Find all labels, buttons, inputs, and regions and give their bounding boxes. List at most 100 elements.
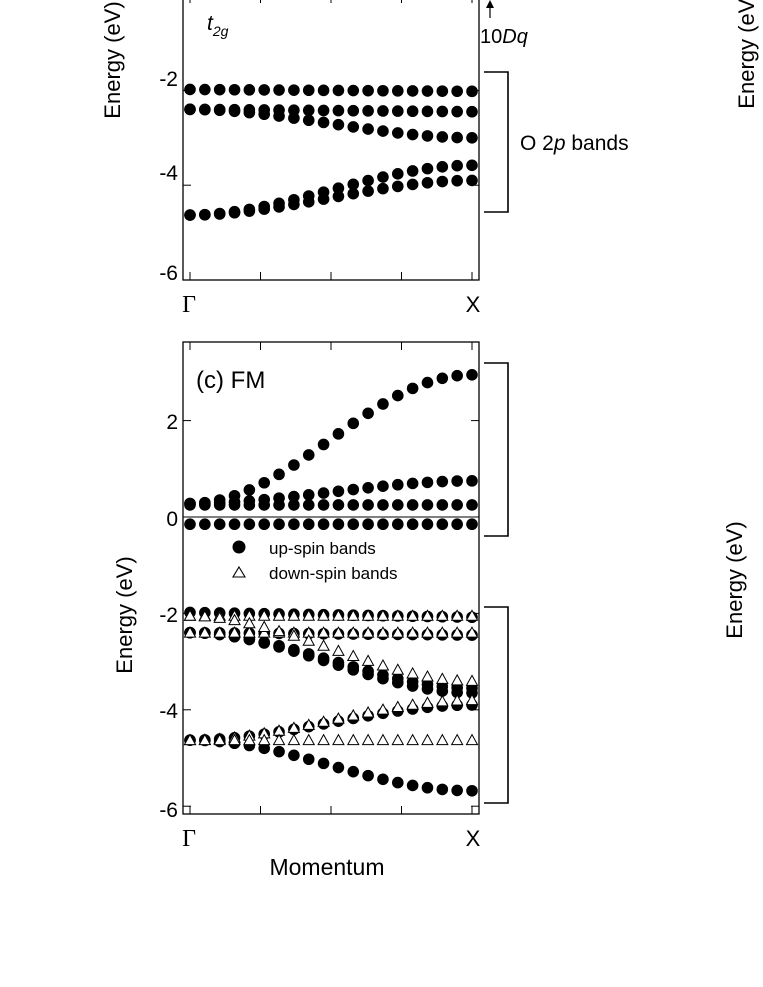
up-spin-point [451,105,463,118]
x-tick-label-gamma: Γ [182,292,196,318]
down-spin-point [406,626,419,638]
down-spin-point [435,694,449,707]
legend-down-marker [232,565,246,578]
down-spin-point [435,609,449,621]
down-spin-point [465,626,479,638]
dq-arrow [486,0,494,18]
up-spin-point [243,518,256,531]
up-spin-point [288,112,300,124]
up-spin-point [406,105,419,118]
up-spin-point [451,784,463,797]
up-spin-point [302,518,315,531]
up-spin-point [273,84,285,96]
up-spin-point [332,499,345,511]
up-spin-point [347,121,360,133]
up-spin-point [436,783,449,796]
down-spin-point [361,626,375,638]
up-spin-point [302,649,315,662]
up-spin-point [317,499,330,511]
up-spin-point [302,104,315,117]
up-spin-point [377,672,389,685]
up-spin-point [391,168,404,180]
down-spin-point [406,666,419,679]
legend-up-marker [232,540,246,554]
up-spin-point [302,114,315,127]
up-spin-point [317,487,330,499]
up-spin-point [258,518,271,531]
up-spin-point [391,518,404,531]
up-spin-point [421,683,434,695]
up-spin-point [377,480,389,493]
up-spin-point [184,499,196,511]
down-spin-point [198,733,212,746]
up-spin-point [391,499,404,511]
up-spin-point [362,482,374,494]
up-spin-point [391,85,404,97]
up-spin-point [451,499,463,511]
up-spin-point [377,125,389,137]
legend-down-label: down-spin bands [269,564,398,583]
up-spin-point [243,499,256,511]
down-spin-point [228,626,241,638]
up-spin-point [347,483,360,496]
up-spin-point [391,180,404,193]
up-spin-point [377,171,389,183]
up-spin-point [436,131,449,143]
up-spin-point [317,116,330,129]
up-spin-point [302,489,315,501]
up-spin-point [347,417,360,430]
up-spin-point [436,161,449,173]
up-spin-point [466,132,478,144]
x-tick-label-gamma: Γ [182,826,196,852]
down-spin-point [257,626,271,638]
down-spin-point [317,715,330,727]
down-spin-point [317,733,330,746]
down-spin-point [450,733,464,746]
y-tick-label: -6 [159,799,178,822]
up-spin-point [391,389,404,402]
up-spin-point [184,518,196,531]
up-spin-point [302,196,315,208]
down-spin-point [391,663,405,675]
up-spin-point [362,407,374,420]
up-spin-point [302,449,315,461]
up-spin-point [213,104,226,117]
up-spin-point [347,499,360,511]
y-tick-label: -4 [159,700,178,723]
down-spin-point [391,609,405,621]
up-spin-point [258,84,271,96]
up-spin-point [421,85,434,97]
down-spin-point [421,733,434,746]
down-spin-point [406,733,419,746]
up-spin-point [421,476,434,489]
down-spin-point [376,658,390,671]
t2g-label: t2g [207,12,229,39]
down-spin-point [361,609,375,621]
up-spin-point [213,518,226,531]
up-spin-point [377,518,389,531]
up-spin-point [362,105,374,117]
up-spin-point [466,85,478,98]
down-spin-point [376,609,390,621]
down-spin-point [287,629,301,641]
up-spin-point [243,484,256,496]
up-spin-point [406,165,419,177]
down-spin-point [346,708,360,721]
up-spin-point [362,668,374,681]
up-spin-point [406,779,419,792]
up-spin-point [288,645,300,657]
up-spin-point [466,475,478,487]
up-spin-point [288,84,300,96]
up-spin-point [451,475,463,487]
bottom-ylabel: Energy (eV) [112,556,137,673]
down-spin-point [243,616,256,629]
up-spin-point [466,159,478,172]
down-spin-point [332,609,345,621]
down-spin-point [346,733,360,746]
down-spin-point [183,626,197,638]
up-spin-point [288,490,300,503]
down-spin-point [361,733,375,746]
up-spin-point [332,104,345,117]
down-spin-point [332,733,345,746]
legend-up-label: up-spin bands [269,539,376,558]
